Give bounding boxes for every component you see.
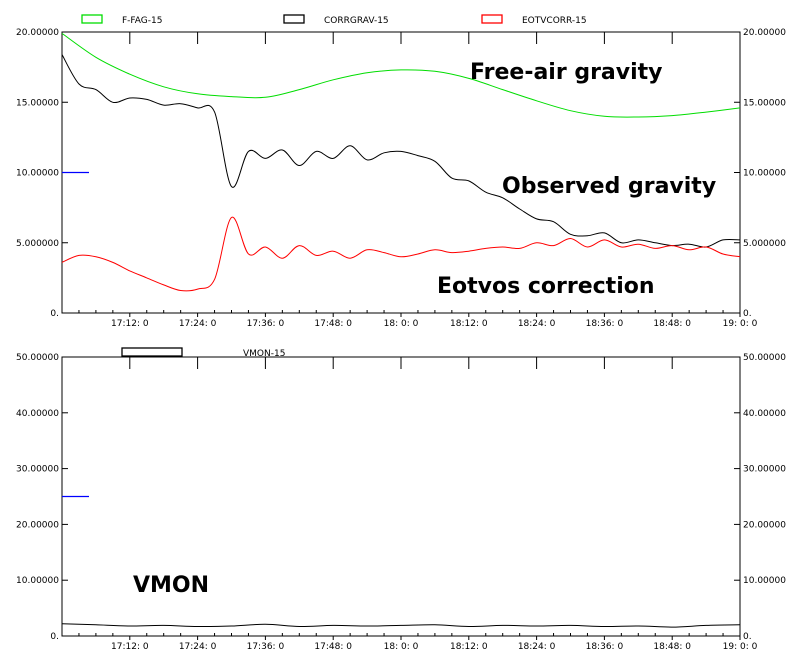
y-tick-label: 5.000000: [16, 239, 59, 249]
y-tick-label-right: 50.00000: [743, 353, 786, 363]
x-tick-label: 17:48: 0: [314, 642, 352, 652]
y-tick-label: 20.00000: [16, 520, 59, 530]
y-tick-label: 50.00000: [16, 353, 59, 363]
y-tick-label-right: 5.000000: [743, 239, 786, 249]
x-tick-label: 18:12: 0: [450, 319, 488, 329]
x-tick-label: 19: 0: 0: [723, 642, 758, 652]
y-tick-label-right: 0.: [743, 632, 752, 642]
x-tick-label: 17:12: 0: [111, 642, 149, 652]
series-line-2: [61, 216, 741, 292]
annotation: Observed gravity: [502, 174, 716, 199]
x-tick-label: 17:24: 0: [179, 642, 217, 652]
legend-swatch: [283, 14, 305, 24]
x-tick-label: 17:48: 0: [314, 319, 352, 329]
legend-swatch: [481, 14, 503, 24]
y-tick-label-right: 30.00000: [743, 465, 786, 475]
legend-label: CORRGRAV-15: [324, 16, 389, 26]
y-tick-label: 10.00000: [16, 169, 59, 179]
y-tick-label: 0.: [50, 309, 59, 319]
annotation: Eotvos correction: [437, 274, 655, 299]
legend-label: EOTVCORR-15: [522, 16, 587, 26]
y-tick-label-right: 10.00000: [743, 576, 786, 586]
series-line-1: [61, 54, 741, 248]
x-tick-label: 18:12: 0: [450, 642, 488, 652]
x-tick-label: 18:36: 0: [586, 642, 624, 652]
y-tick-label-right: 0.: [743, 309, 752, 319]
x-tick-label: 18:36: 0: [586, 319, 624, 329]
annotation: Free-air gravity: [470, 60, 663, 85]
y-tick-label: 10.00000: [16, 576, 59, 586]
y-tick-label-right: 20.00000: [743, 520, 786, 530]
x-tick-label: 17:36: 0: [247, 642, 285, 652]
annotation: VMON: [133, 573, 209, 598]
y-tick-label-right: 10.00000: [743, 169, 786, 179]
legend-label: VMON-15: [243, 349, 285, 359]
y-tick-label-right: 20.00000: [743, 28, 786, 38]
x-tick-label: 17:36: 0: [247, 319, 285, 329]
legend-swatch: [121, 347, 183, 357]
x-tick-label: 18: 0: 0: [384, 319, 419, 329]
y-tick-label-right: 40.00000: [743, 409, 786, 419]
y-tick-label: 30.00000: [16, 465, 59, 475]
panel-1: 17:12: 0 17:24: 0 17:36: 0 17:48: 0 18: 0: 0…: [16, 347, 786, 652]
x-tick-label: 18:48: 0: [653, 642, 691, 652]
x-tick-label: 17:12: 0: [111, 319, 149, 329]
legend-swatch: [81, 14, 103, 24]
y-tick-label: 0.: [50, 632, 59, 642]
x-tick-label: 18:48: 0: [653, 319, 691, 329]
y-tick-label: 20.00000: [16, 28, 59, 38]
x-tick-label: 17:24: 0: [179, 319, 217, 329]
x-tick-label: 18:24: 0: [518, 319, 556, 329]
x-tick-label: 18: 0: 0: [384, 642, 419, 652]
legend-label: F-FAG-15: [122, 16, 162, 26]
x-tick-label: 19: 0: 0: [723, 319, 758, 329]
y-tick-label-right: 15.00000: [743, 98, 786, 108]
series-line-0: [61, 32, 741, 118]
x-tick-label: 18:24: 0: [518, 642, 556, 652]
panel-0: 17:12: 0 17:24: 0 17:36: 0 17:48: 0 18: 0: 0…: [16, 14, 786, 329]
series-line-0: [61, 623, 741, 628]
y-tick-label: 40.00000: [16, 409, 59, 419]
y-tick-label: 15.00000: [16, 98, 59, 108]
